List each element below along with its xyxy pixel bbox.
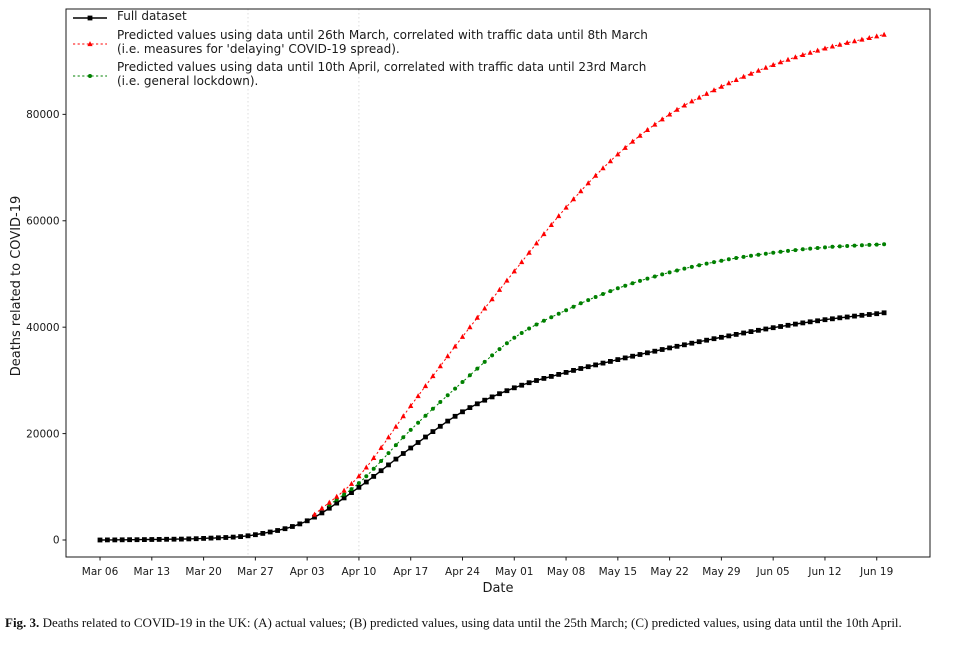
caption-text: Deaths related to COVID-19 in the UK: (A… [39, 615, 902, 630]
legend-label-full-dataset: Full dataset [117, 9, 187, 24]
legend-item-full-dataset: Full dataset [72, 10, 648, 24]
legend-label-predicted-26-march: Predicted values using data until 26th M… [117, 28, 648, 56]
y-tick-label: 40000 [26, 322, 59, 334]
legend-label-line2: (i.e. general lockdown). [117, 73, 259, 88]
x-tick-label: Apr 24 [445, 566, 480, 578]
x-tick-label: Mar 06 [82, 566, 119, 578]
x-tick-label: May 01 [495, 566, 533, 578]
y-axis: 0 20000 40000 60000 80000 [26, 109, 66, 547]
legend-sample-green-circle-line-icon [72, 68, 108, 82]
figure-caption: Fig. 3. Deaths related to COVID-19 in th… [5, 615, 949, 631]
x-tick-label: Jun 19 [859, 566, 893, 578]
legend-item-predicted-10-april: Predicted values using data until 10th A… [72, 60, 648, 88]
x-tick-label: Apr 03 [290, 566, 325, 578]
y-tick-label: 20000 [26, 428, 59, 440]
x-tick-label: Jun 12 [807, 566, 841, 578]
x-axis-title: Date [482, 581, 513, 596]
caption-label: Fig. 3. [5, 615, 40, 630]
plot-border [65, 8, 931, 558]
series-predicted-10-april [327, 242, 887, 507]
x-tick-label: Mar 13 [134, 566, 171, 578]
legend-label-line1: Predicted values using data until 10th A… [117, 60, 647, 74]
y-axis-title: Deaths related to COVID-19 [9, 196, 24, 377]
legend-item-predicted-26-march: Predicted values using data until 26th M… [72, 28, 648, 56]
legend: Full dataset Predicted values using data… [72, 10, 648, 88]
x-axis: Mar 06 Mar 13 Mar 20 Mar 27 Apr 03 Apr 10 Apr … [82, 557, 893, 578]
series-full-dataset [97, 310, 887, 543]
x-tick-label: Apr 10 [341, 566, 376, 578]
x-tick-label: May 15 [599, 566, 637, 578]
x-tick-label: Apr 17 [393, 566, 428, 578]
x-tick-label: May 22 [650, 566, 688, 578]
legend-label-line1: Predicted values using data until 26th M… [117, 28, 648, 42]
x-tick-label: May 29 [702, 566, 740, 578]
legend-label-predicted-10-april: Predicted values using data until 10th A… [117, 60, 647, 88]
x-tick-label: Jun 05 [756, 566, 790, 578]
x-tick-label: May 08 [547, 566, 585, 578]
cutoff-vlines [247, 9, 360, 557]
legend-sample-black-square-line-icon [72, 10, 108, 24]
y-tick-label: 0 [53, 535, 60, 547]
x-tick-label: Mar 27 [237, 566, 274, 578]
y-tick-label: 80000 [26, 109, 59, 121]
legend-sample-red-triangle-line-icon [72, 36, 108, 50]
x-tick-label: Mar 20 [185, 566, 222, 578]
series-predicted-26-march [311, 31, 887, 517]
figure-3: 0 20000 40000 60000 80000 Mar 06 Mar 13 Mar 20 M… [9, 8, 931, 596]
legend-label-line2: (i.e. measures for 'delaying' COVID-19 s… [117, 41, 400, 56]
y-tick-label: 60000 [26, 215, 59, 227]
